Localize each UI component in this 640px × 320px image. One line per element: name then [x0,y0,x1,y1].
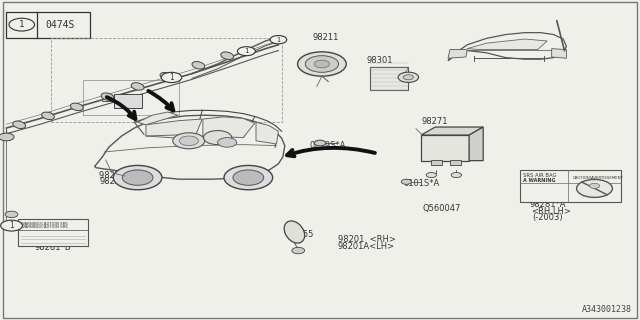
Circle shape [224,165,273,190]
Text: 1: 1 [276,37,280,43]
Circle shape [426,172,436,178]
Text: <RH,LH>: <RH,LH> [531,207,571,216]
Text: 1: 1 [19,20,24,29]
Text: 98271: 98271 [421,117,447,126]
FancyBboxPatch shape [450,160,461,165]
Circle shape [398,72,419,83]
FancyBboxPatch shape [18,219,88,246]
Polygon shape [469,127,483,161]
Circle shape [161,72,182,83]
Circle shape [237,47,255,56]
Polygon shape [421,135,469,161]
Circle shape [233,170,264,185]
Text: 98201A<LH>: 98201A<LH> [338,242,395,251]
Circle shape [173,133,205,149]
Text: 98301: 98301 [366,56,392,65]
FancyBboxPatch shape [6,12,90,38]
Circle shape [298,52,346,76]
FancyBboxPatch shape [114,94,142,108]
Polygon shape [203,117,255,138]
Text: 0474S: 0474S [45,20,75,30]
Text: CAUTION/AVERTISSEMENT: CAUTION/AVERTISSEMENT [572,176,623,180]
Circle shape [451,172,461,178]
Text: 1: 1 [244,48,249,54]
Polygon shape [256,122,278,144]
Circle shape [218,138,237,147]
Ellipse shape [284,221,305,243]
Circle shape [270,36,287,44]
Text: WARNING/CAUTION SRS: WARNING/CAUTION SRS [21,225,68,229]
Circle shape [577,180,612,197]
Ellipse shape [13,121,26,129]
Circle shape [179,136,198,146]
Circle shape [122,170,153,185]
Circle shape [0,133,14,141]
Text: Q560047: Q560047 [422,204,461,212]
Ellipse shape [101,93,114,100]
Text: 98281*B: 98281*B [35,243,72,252]
Text: 98201  <RH>: 98201 <RH> [338,235,396,244]
Text: A WARNING: A WARNING [523,178,556,183]
FancyBboxPatch shape [520,170,621,202]
Circle shape [1,220,22,231]
Circle shape [292,247,305,254]
Ellipse shape [70,103,83,111]
Polygon shape [146,119,202,136]
Circle shape [113,165,162,190]
Text: 0101S*A: 0101S*A [403,179,440,188]
Text: SRS AIR BAG: SRS AIR BAG [523,173,556,178]
Circle shape [589,183,600,188]
Text: 1: 1 [169,73,174,82]
FancyBboxPatch shape [3,2,637,318]
Text: (-2003): (-2003) [532,213,563,222]
Text: 1: 1 [9,221,14,230]
FancyBboxPatch shape [431,160,442,165]
Circle shape [403,75,413,80]
Circle shape [401,179,412,184]
Text: 02355: 02355 [288,230,314,239]
Text: 98281*A: 98281*A [530,200,566,209]
Ellipse shape [192,61,205,69]
Polygon shape [448,33,566,61]
Circle shape [204,131,232,145]
Text: 98211: 98211 [312,33,339,42]
Text: 98251A<LH>: 98251A<LH> [99,177,156,186]
Circle shape [9,18,35,31]
Polygon shape [448,50,467,58]
Ellipse shape [160,72,173,80]
Ellipse shape [42,112,54,120]
Ellipse shape [131,83,144,90]
Polygon shape [552,49,566,58]
Text: A343001238: A343001238 [582,305,632,314]
Text: WARNING/CAUTION SRS: WARNING/CAUTION SRS [21,222,68,226]
Text: 98251  <RH>: 98251 <RH> [99,171,157,180]
Polygon shape [138,112,178,125]
Circle shape [314,140,326,146]
FancyBboxPatch shape [370,67,408,90]
Circle shape [305,56,339,72]
Circle shape [314,60,330,68]
Polygon shape [467,39,547,50]
Polygon shape [95,115,285,179]
Circle shape [5,211,18,218]
Text: 0239S*A: 0239S*A [310,141,346,150]
Polygon shape [421,127,483,135]
Ellipse shape [221,52,234,60]
